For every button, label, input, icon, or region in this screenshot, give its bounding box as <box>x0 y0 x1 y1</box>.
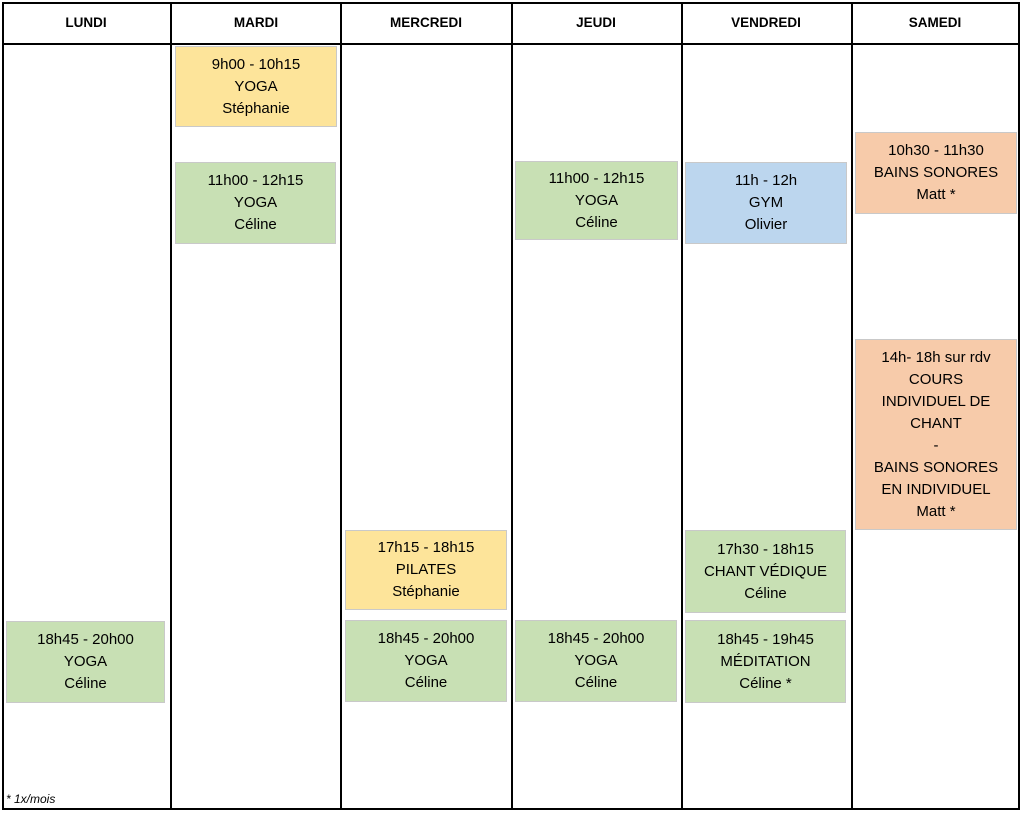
class-teacher: Céline <box>575 213 618 231</box>
class-line: COURS <box>908 370 964 388</box>
day-header-mercredi: MERCREDI <box>389 15 462 30</box>
class-teacher: Olivier <box>744 216 788 233</box>
class-name: CHANT VÉDIQUE <box>703 562 828 580</box>
class-card-mercredi-pilates: 17h15 - 18h15 PILATES Stéphanie <box>345 530 507 610</box>
column-divider <box>851 2 853 810</box>
class-card-vendredi-gym: 11h - 12h GYM Olivier <box>685 162 847 244</box>
class-time: 18h45 - 20h00 <box>377 630 475 647</box>
class-time: 18h45 - 20h00 <box>547 630 645 647</box>
class-name: YOGA <box>233 194 278 211</box>
class-teacher: Céline <box>404 674 448 691</box>
day-header-lundi: LUNDI <box>65 15 107 30</box>
class-teacher: Matt * <box>916 502 956 520</box>
class-name: GYM <box>748 194 784 211</box>
class-card-jeudi-yoga-evening: 18h45 - 20h00 YOGA Céline <box>515 620 677 702</box>
class-time: 18h45 - 19h45 <box>717 630 814 648</box>
class-card-mardi-yoga-noon: 11h00 - 12h15 YOGA Céline <box>175 162 336 244</box>
day-header-mardi: MARDI <box>233 15 279 30</box>
column-divider <box>170 2 172 810</box>
class-name: YOGA <box>63 653 108 670</box>
class-card-jeudi-yoga-noon: 11h00 - 12h15 YOGA Céline <box>515 161 678 240</box>
class-time: 11h00 - 12h15 <box>207 172 304 189</box>
class-card-mardi-yoga-morning: 9h00 - 10h15 YOGA Stéphanie <box>175 46 337 127</box>
class-time: 11h - 12h <box>734 172 798 189</box>
column-divider <box>681 2 683 810</box>
class-separator: - <box>933 436 939 454</box>
footnote: * 1x/mois <box>6 792 56 806</box>
class-time: 10h30 - 11h30 <box>888 142 984 159</box>
class-line: EN INDIVIDUEL <box>881 480 991 498</box>
class-teacher: Matt * <box>916 186 956 203</box>
class-teacher: Céline <box>744 584 787 602</box>
class-line: INDIVIDUEL DE <box>881 392 991 410</box>
class-time: 11h00 - 12h15 <box>548 169 645 187</box>
class-teacher: Céline <box>574 674 618 691</box>
class-name: PILATES <box>395 561 457 578</box>
class-time: 17h30 - 18h15 <box>717 540 814 558</box>
class-teacher: Stéphanie <box>222 99 290 117</box>
class-name: YOGA <box>404 652 448 669</box>
class-name: YOGA <box>574 191 619 209</box>
class-name: MÉDITATION <box>720 652 811 670</box>
class-name: BAINS SONORES <box>873 164 999 181</box>
class-line: CHANT <box>910 414 962 432</box>
column-divider <box>340 2 342 810</box>
class-card-samedi-individuel: 14h- 18h sur rdv COURS INDIVIDUEL DE CHA… <box>855 339 1017 530</box>
class-name: YOGA <box>574 652 618 669</box>
class-card-mercredi-yoga: 18h45 - 20h00 YOGA Céline <box>345 620 507 702</box>
column-divider <box>511 2 513 810</box>
class-line: BAINS SONORES <box>873 458 999 476</box>
class-card-vendredi-chant-vedique: 17h30 - 18h15 CHANT VÉDIQUE Céline <box>685 530 846 613</box>
class-name: YOGA <box>234 77 278 95</box>
class-time: 18h45 - 20h00 <box>37 631 134 648</box>
class-teacher: Céline <box>64 675 107 692</box>
class-teacher: Céline * <box>739 674 792 692</box>
class-teacher: Stéphanie <box>392 583 460 600</box>
class-time: 14h- 18h sur rdv <box>881 348 991 366</box>
class-card-vendredi-meditation: 18h45 - 19h45 MÉDITATION Céline * <box>685 620 846 703</box>
class-card-lundi-yoga: 18h45 - 20h00 YOGA Céline <box>6 621 165 703</box>
day-header-samedi: SAMEDI <box>908 15 962 30</box>
class-teacher: Céline <box>234 216 277 233</box>
day-header-vendredi: VENDREDI <box>731 15 801 30</box>
class-time: 17h15 - 18h15 <box>377 539 475 556</box>
class-card-samedi-bains-sonores: 10h30 - 11h30 BAINS SONORES Matt * <box>855 132 1017 214</box>
class-time: 9h00 - 10h15 <box>211 55 301 73</box>
day-header-jeudi: JEUDI <box>576 15 616 30</box>
